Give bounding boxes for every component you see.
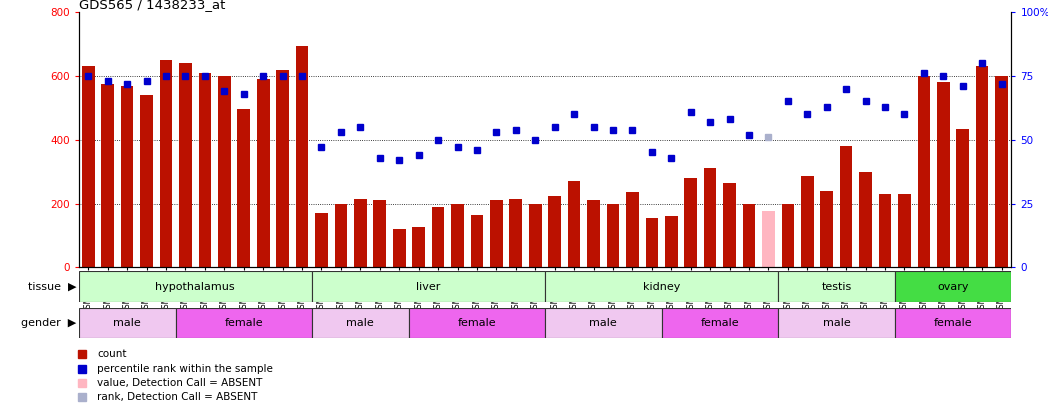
Bar [529, 203, 542, 267]
Bar [661, 308, 778, 338]
Bar [545, 271, 778, 302]
Bar [778, 308, 895, 338]
Bar [548, 196, 561, 267]
Bar [140, 95, 153, 267]
Text: male: male [113, 318, 141, 328]
Bar [354, 199, 367, 267]
Bar [509, 199, 522, 267]
Bar [937, 82, 949, 267]
Text: count: count [97, 350, 127, 360]
Bar [918, 76, 931, 267]
Bar [432, 207, 444, 267]
Bar [79, 308, 176, 338]
Bar [312, 308, 409, 338]
Bar [198, 73, 212, 267]
Bar [409, 308, 545, 338]
Text: gender  ▶: gender ▶ [21, 318, 77, 328]
Bar [218, 76, 231, 267]
Text: GDS565 / 1438233_at: GDS565 / 1438233_at [79, 0, 225, 11]
Bar [587, 200, 599, 267]
Bar [762, 211, 774, 267]
Text: percentile rank within the sample: percentile rank within the sample [97, 364, 274, 374]
Bar [82, 66, 94, 267]
Bar [801, 177, 813, 267]
Bar [996, 76, 1008, 267]
Bar [334, 203, 347, 267]
Bar [646, 218, 658, 267]
Text: hypothalamus: hypothalamus [155, 281, 235, 292]
Text: male: male [589, 318, 617, 328]
Bar [238, 109, 250, 267]
Bar [393, 229, 406, 267]
Bar [373, 200, 386, 267]
Bar [412, 228, 425, 267]
Text: rank, Detection Call = ABSENT: rank, Detection Call = ABSENT [97, 392, 258, 402]
Bar [277, 70, 289, 267]
Bar [159, 60, 172, 267]
Bar [179, 63, 192, 267]
Bar [723, 183, 736, 267]
Text: kidney: kidney [642, 281, 680, 292]
Text: liver: liver [416, 281, 440, 292]
Bar [782, 203, 794, 267]
Bar [878, 194, 892, 267]
Bar [743, 203, 756, 267]
Bar [102, 84, 114, 267]
Bar [704, 168, 717, 267]
Bar [315, 213, 328, 267]
Bar [684, 178, 697, 267]
Text: female: female [458, 318, 497, 328]
Bar [545, 308, 661, 338]
Text: female: female [934, 318, 973, 328]
Bar [821, 191, 833, 267]
Bar [664, 216, 678, 267]
Bar [895, 308, 1011, 338]
Text: value, Detection Call = ABSENT: value, Detection Call = ABSENT [97, 378, 263, 388]
Bar [490, 200, 503, 267]
Bar [452, 203, 464, 267]
Text: female: female [224, 318, 263, 328]
Bar [471, 215, 483, 267]
Text: tissue  ▶: tissue ▶ [28, 281, 77, 292]
Text: male: male [823, 318, 850, 328]
Bar [778, 271, 895, 302]
Bar [895, 271, 1011, 302]
Bar [121, 85, 133, 267]
Bar [607, 203, 619, 267]
Text: ovary: ovary [937, 281, 968, 292]
Bar [176, 308, 312, 338]
Text: male: male [347, 318, 374, 328]
Bar [839, 146, 852, 267]
Bar [568, 181, 581, 267]
Text: testis: testis [822, 281, 852, 292]
Bar [898, 194, 911, 267]
Bar [296, 46, 308, 267]
Text: female: female [700, 318, 739, 328]
Bar [312, 271, 545, 302]
Bar [957, 128, 969, 267]
Bar [257, 79, 269, 267]
Bar [976, 66, 988, 267]
Bar [79, 271, 312, 302]
Bar [859, 172, 872, 267]
Bar [626, 192, 638, 267]
